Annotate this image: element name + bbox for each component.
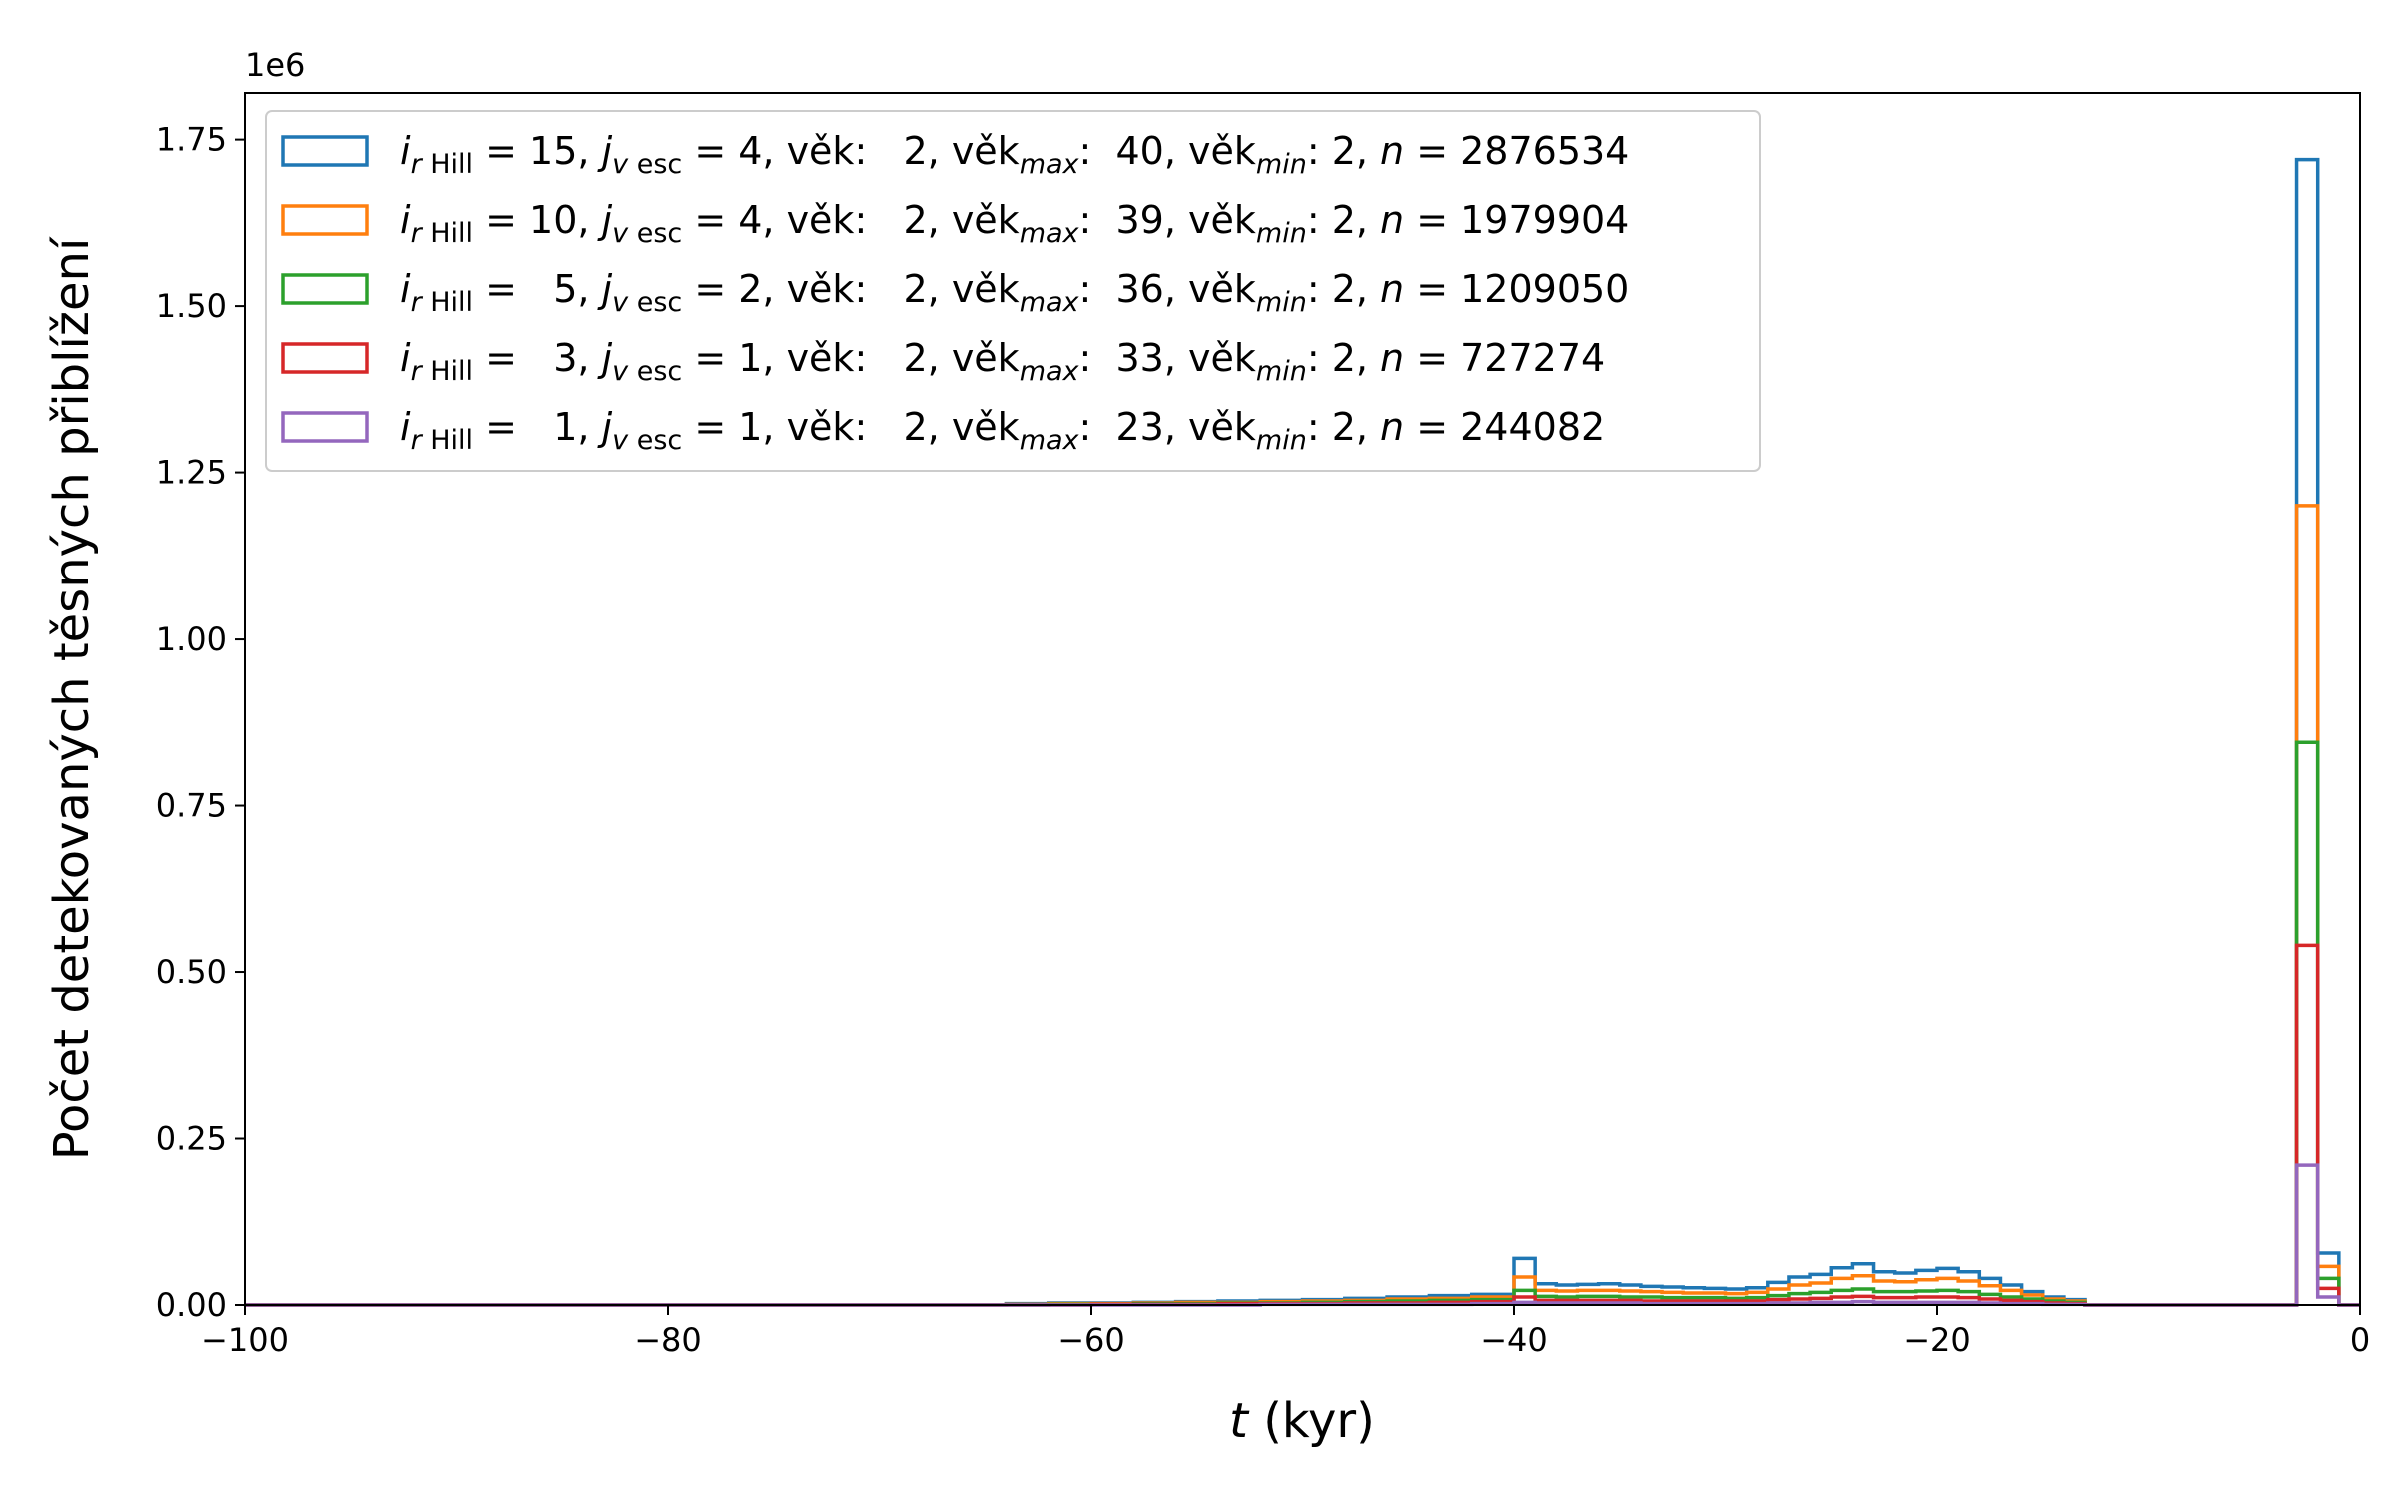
- y-tick-label: 1.75: [156, 121, 227, 159]
- y-tick-label: 1.00: [156, 620, 227, 658]
- x-tick-label: −20: [1903, 1321, 1971, 1359]
- x-tick-label: −80: [634, 1321, 702, 1359]
- legend-swatch-3: [281, 273, 369, 305]
- legend-entry-3: ir Hill = 5, jv esc = 2, věk: 2, věkmax:…: [400, 267, 1629, 318]
- legend-swatch-5: [281, 411, 369, 443]
- y-axis-label: Počet detekovaných těsných přiblížení: [44, 236, 100, 1160]
- y-tick-label: 0.25: [156, 1120, 227, 1158]
- y-tick-label: 0.75: [156, 787, 227, 825]
- x-tick-label: −100: [201, 1321, 289, 1359]
- legend-swatch-4: [281, 342, 369, 374]
- x-tick-label: −60: [1057, 1321, 1125, 1359]
- x-axis: −100 −80 −60 −40 −20 0: [201, 1305, 2370, 1359]
- legend-entry-1: ir Hill = 15, jv esc = 4, věk: 2, věkmax…: [400, 129, 1629, 180]
- x-tick-label: 0: [2350, 1321, 2370, 1359]
- legend-box: [265, 110, 1761, 472]
- y-axis: 0.00 0.25 0.50 0.75 1.00 1.25 1.50 1.75: [156, 121, 245, 1324]
- y-tick-label: 1.25: [156, 454, 227, 492]
- y-offset-text: 1e6: [245, 46, 305, 84]
- legend-entry-2: ir Hill = 10, jv esc = 4, věk: 2, věkmax…: [400, 198, 1629, 249]
- legend-entry-4: ir Hill = 3, jv esc = 1, věk: 2, věkmax:…: [400, 336, 1605, 387]
- legend-entry-5: ir Hill = 1, jv esc = 1, věk: 2, věkmax:…: [400, 405, 1605, 456]
- x-axis-unit: (kyr): [1248, 1393, 1375, 1449]
- legend-swatch-2: [281, 204, 369, 236]
- y-tick-label: 0.50: [156, 953, 227, 991]
- plot-frame: [244, 92, 2361, 1306]
- x-axis-variable: t: [1229, 1393, 1250, 1449]
- x-axis-label: t (kyr): [1229, 1393, 1375, 1449]
- x-tick-label: −40: [1480, 1321, 1548, 1359]
- legend-swatch-1: [281, 135, 369, 167]
- y-tick-label: 1.50: [156, 287, 227, 325]
- y-tick-label: 0.00: [156, 1286, 227, 1324]
- legend: ir Hill = 15, jv esc = 4, věk: 2, věkmax…: [265, 110, 1761, 472]
